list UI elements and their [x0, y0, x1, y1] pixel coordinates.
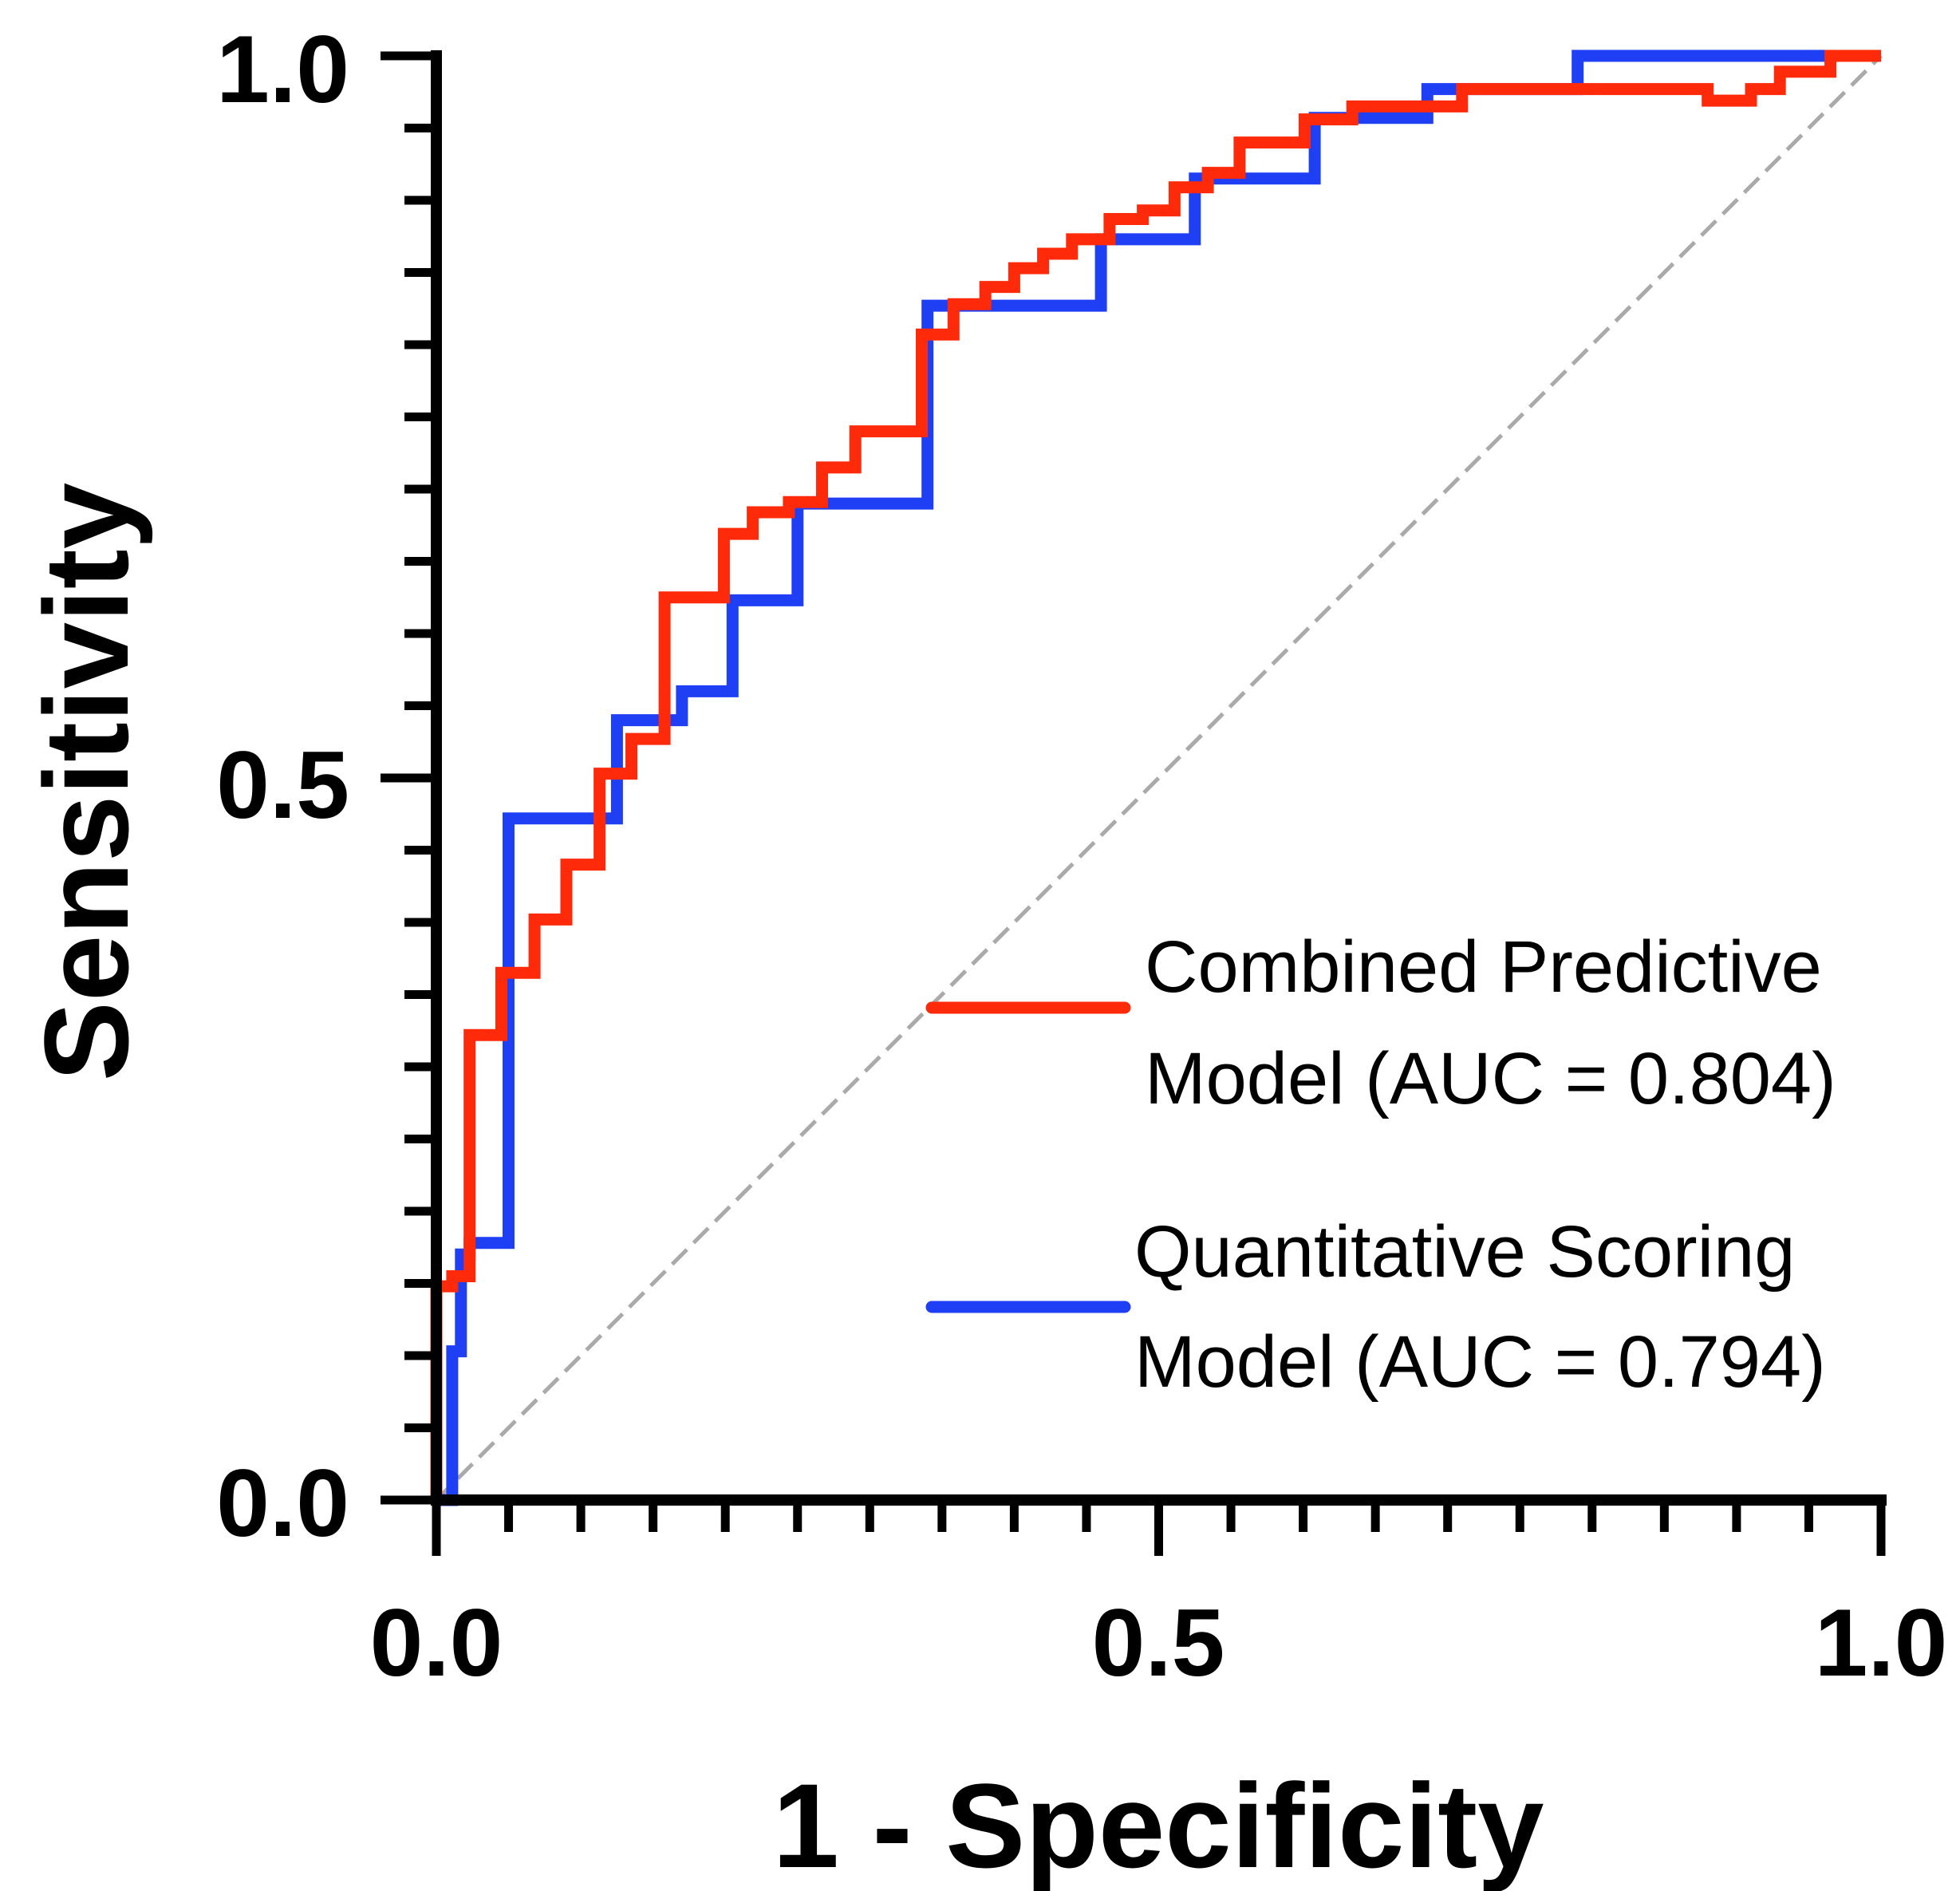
y-tick-label: 0.5 [216, 732, 349, 839]
x-tick-label: 0.0 [370, 1589, 503, 1696]
x-tick-labels: 0.0 0.5 1.0 [370, 1589, 1948, 1696]
legend-label-quantitative-line-2: Model (AUC = 0.794) [1134, 1321, 1826, 1403]
axes [381, 50, 1887, 1556]
legend-label-combined-line-1: Combined Predictive [1145, 926, 1822, 1008]
y-tick-label: 0.0 [216, 1450, 349, 1557]
x-tick-label: 0.5 [1092, 1589, 1225, 1696]
x-axis-title: 1 - Specificity [772, 1759, 1544, 1891]
series-line-combined-model [430, 49, 1881, 1500]
y-axis-title: Sensitivity [19, 483, 153, 1081]
series-layer [430, 49, 1881, 1506]
legend: Combined Predictive Model (AUC = 0.804) … [925, 926, 1836, 1403]
reference-diagonal-line [435, 54, 1883, 1502]
x-tick-label: 1.0 [1815, 1589, 1948, 1696]
axis-ticks [381, 51, 1886, 1556]
y-tick-label: 1.0 [216, 16, 349, 123]
y-tick-labels: 0.0 0.5 1.0 [216, 16, 349, 1557]
legend-label-quantitative-line-1: Quantitative Scoring [1134, 1211, 1795, 1293]
legend-label-combined-line-2: Model (AUC = 0.804) [1145, 1038, 1836, 1119]
